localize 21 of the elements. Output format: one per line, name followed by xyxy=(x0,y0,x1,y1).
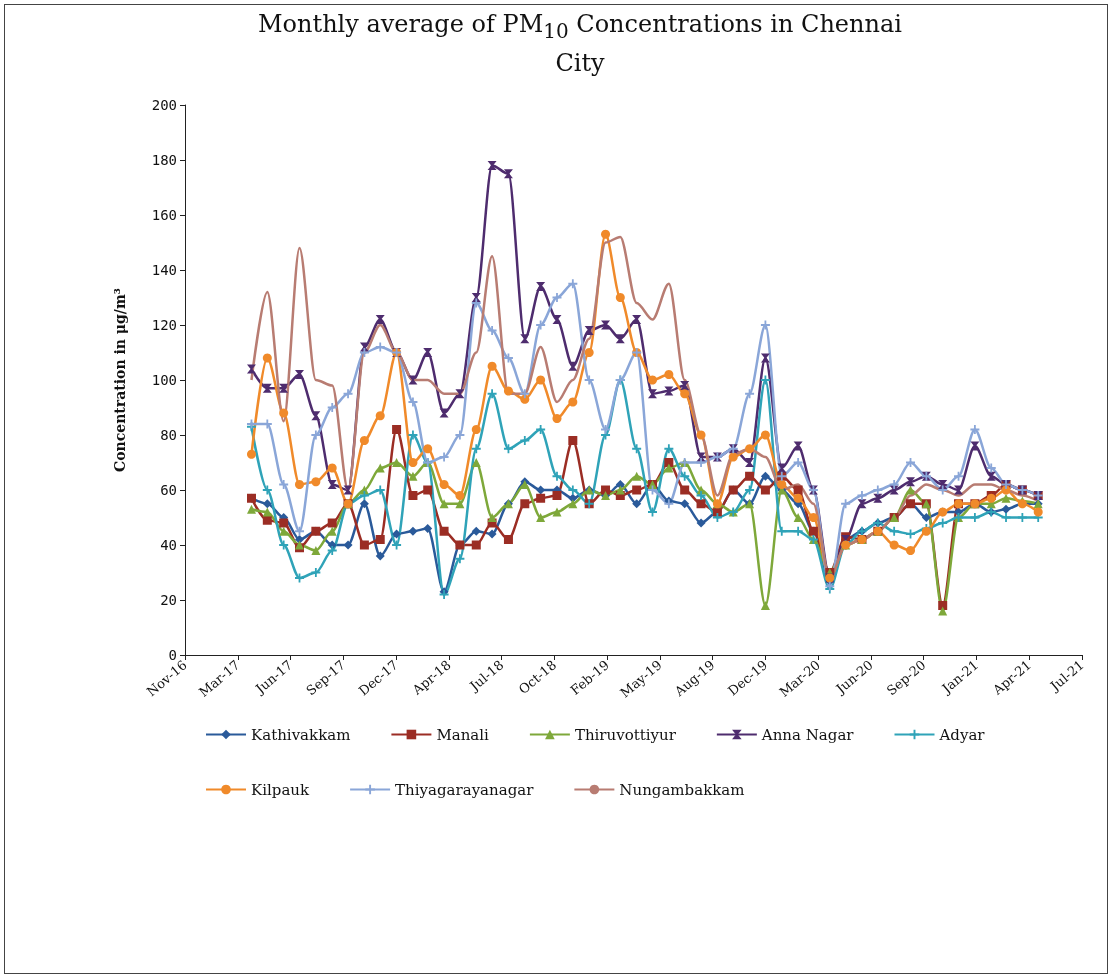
legend-label: Anna Nagar xyxy=(760,725,855,744)
y-axis-title: Concentration in μg/m³ xyxy=(112,288,128,472)
legend-label: Nungambakkam xyxy=(619,780,745,799)
y-tick-label: 60 xyxy=(160,482,177,498)
y-tick-label: 200 xyxy=(151,97,177,113)
legend-label: Manali xyxy=(436,725,490,744)
legend-label: Thiruvottiyur xyxy=(574,725,677,744)
y-tick-label: 100 xyxy=(151,372,177,388)
y-tick-label: 0 xyxy=(168,647,177,663)
legend-label: Thiyagarayanagar xyxy=(395,780,535,799)
y-tick-label: 20 xyxy=(160,592,177,608)
legend-label: Adyar xyxy=(938,725,986,744)
y-tick-label: 80 xyxy=(160,427,177,443)
legend-label: Kilpauk xyxy=(251,780,311,799)
y-tick-label: 160 xyxy=(151,207,177,223)
chart-title: Monthly average of PM$_{10}$ Concentrations in Chennai City xyxy=(257,9,903,79)
legend-label: Kathivakkam xyxy=(251,725,351,744)
y-tick-label: 180 xyxy=(151,152,177,168)
y-tick-label: 40 xyxy=(160,537,177,553)
y-tick-label: 120 xyxy=(151,317,177,333)
y-tick-label: 140 xyxy=(151,262,177,278)
